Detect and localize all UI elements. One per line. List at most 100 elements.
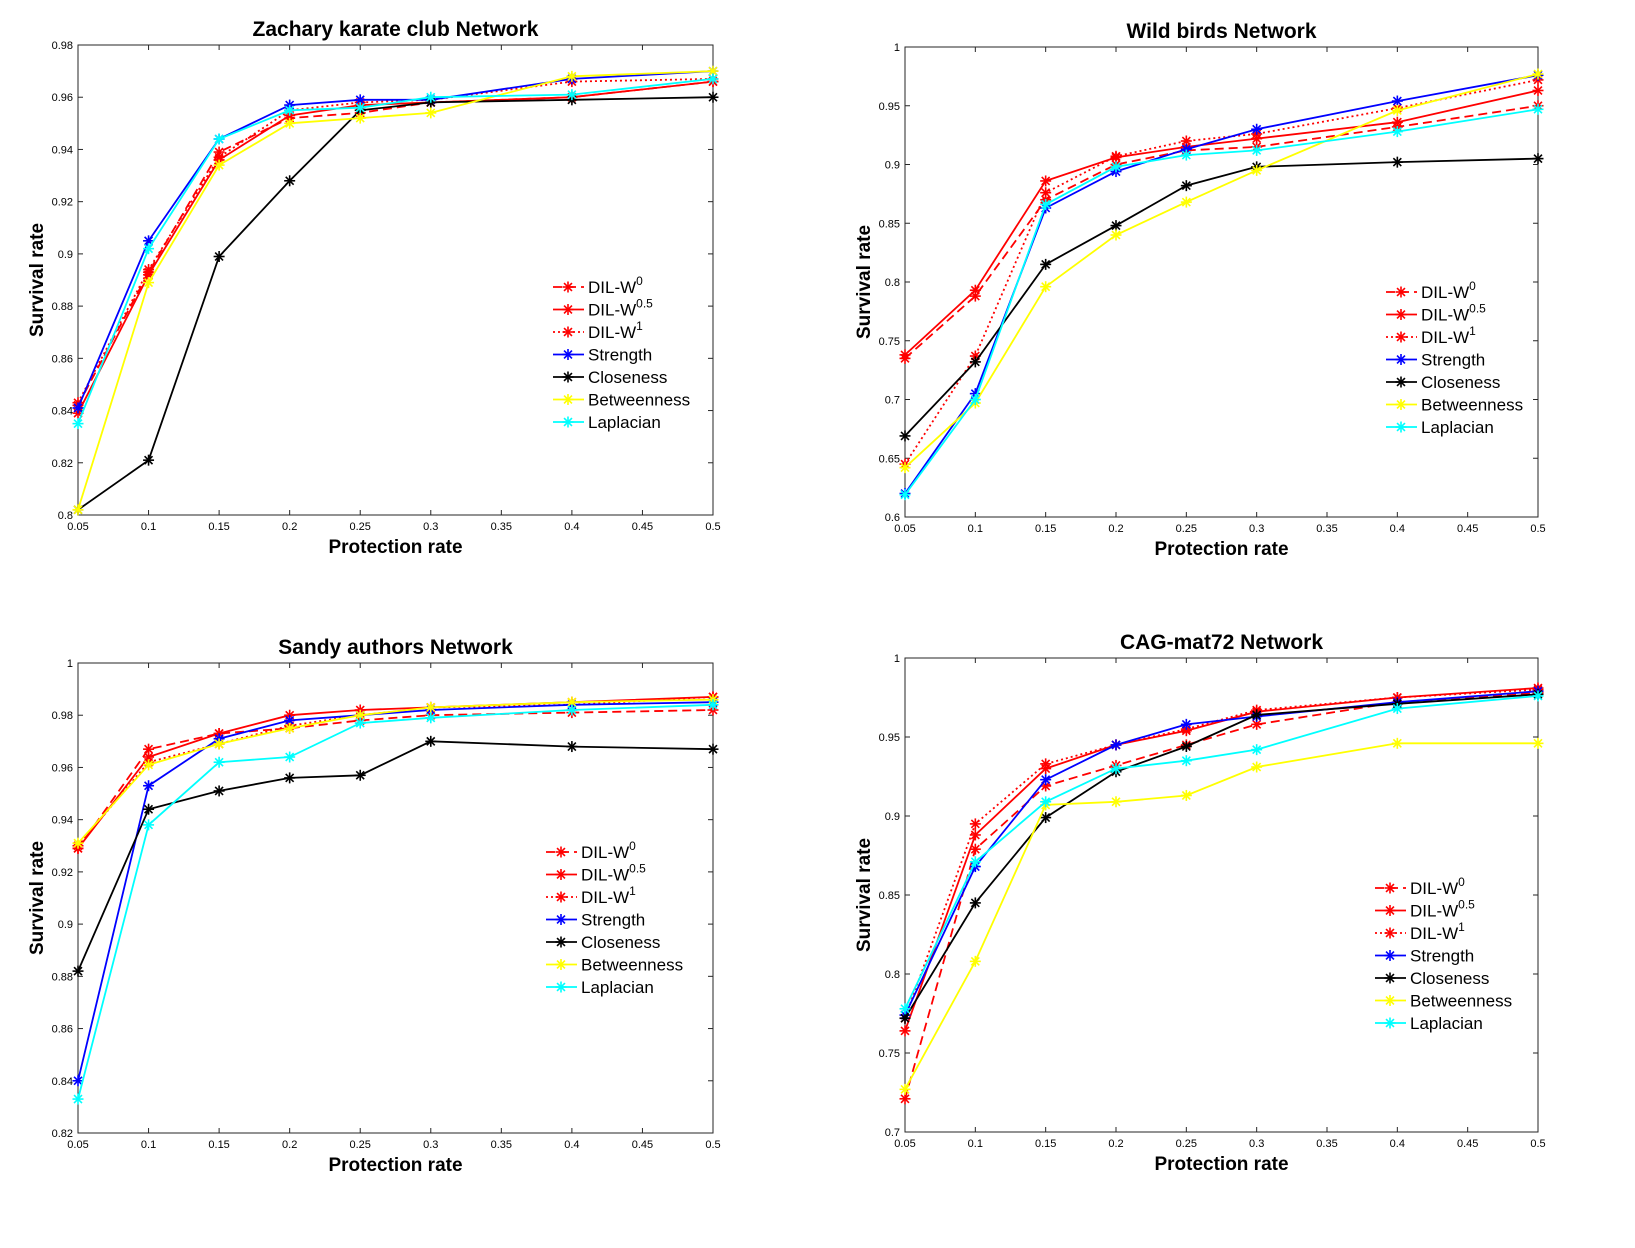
legend-superscript: 0.5 <box>1458 898 1475 912</box>
legend-marker <box>1384 972 1396 984</box>
data-point <box>1532 737 1544 749</box>
y-tick-label: 0.9 <box>885 811 900 823</box>
data-point <box>899 1012 911 1024</box>
x-tick-label: 0.15 <box>1035 1138 1056 1150</box>
data-point <box>969 861 981 873</box>
data-point <box>969 897 981 909</box>
data-point <box>1251 761 1263 773</box>
data-point <box>1040 812 1052 824</box>
data-point <box>1251 709 1263 721</box>
data-point <box>1180 739 1192 751</box>
data-point <box>1391 692 1403 703</box>
data-point <box>1391 698 1403 710</box>
legend-entry: Strength <box>1410 947 1474 966</box>
x-axis-label: Protection rate <box>1154 1154 1288 1175</box>
legend-marker <box>1384 927 1396 939</box>
series-line <box>904 690 1539 1016</box>
data-point <box>969 856 981 868</box>
data-point <box>899 1009 911 1021</box>
data-point <box>1040 774 1052 786</box>
series-dil-w1 <box>899 684 1544 1024</box>
data-point <box>1532 687 1544 699</box>
data-point <box>1040 763 1052 775</box>
data-point <box>1110 766 1122 778</box>
data-point <box>899 1093 911 1105</box>
data-point <box>1110 759 1122 771</box>
data-point <box>969 843 981 855</box>
y-tick-label: 0.7 <box>885 1127 900 1139</box>
data-point <box>1110 739 1122 751</box>
data-point <box>969 818 981 830</box>
y-tick-label: 1 <box>894 653 900 665</box>
legend-entry: DIL-W1 <box>1410 920 1465 943</box>
data-point <box>899 1012 911 1024</box>
legend-superscript: 1 <box>1458 920 1465 934</box>
data-point <box>1391 692 1403 703</box>
x-tick-label: 0.4 <box>1390 1138 1405 1150</box>
data-point <box>1532 690 1544 702</box>
data-point <box>1180 789 1192 801</box>
data-point <box>1110 763 1122 775</box>
legend-label: Laplacian <box>1410 1014 1483 1033</box>
data-point <box>1040 796 1052 808</box>
legend-entry: DIL-W0 <box>1410 875 1465 898</box>
legend-label: DIL-W <box>1410 924 1458 943</box>
series-line <box>904 691 1539 1100</box>
data-point <box>1532 685 1544 697</box>
series-closeness <box>899 688 1544 1024</box>
data-point <box>1110 739 1122 751</box>
legend-superscript: 0 <box>1458 875 1465 889</box>
data-point <box>1391 737 1403 749</box>
data-point <box>1532 688 1544 700</box>
x-tick-label: 0.5 <box>1530 1138 1545 1150</box>
series-line <box>904 687 1539 1032</box>
data-point <box>1110 796 1122 808</box>
data-point <box>1040 780 1052 792</box>
series-betweenness <box>899 737 1544 1095</box>
x-tick-label: 0.1 <box>968 1138 983 1150</box>
legend-entry: Betweenness <box>1410 992 1512 1011</box>
data-point <box>1251 704 1263 716</box>
legend-entry: Laplacian <box>1410 1014 1483 1033</box>
data-point <box>1251 706 1263 718</box>
legend-label: DIL-W <box>1410 902 1458 921</box>
legend-marker <box>1384 995 1396 1006</box>
data-point <box>1391 703 1403 715</box>
legend-label: Strength <box>1410 947 1474 966</box>
series-line <box>904 742 1538 1090</box>
x-tick-label: 0.35 <box>1316 1138 1337 1150</box>
plot-area <box>904 657 1539 1133</box>
data-point <box>1251 718 1263 730</box>
series-strength <box>899 685 1544 1021</box>
y-axis-label: Survival rate <box>854 838 875 952</box>
series-dil-w0 <box>899 687 1544 1105</box>
series-dil-w0-5 <box>899 682 1544 1037</box>
legend-entry: Closeness <box>1410 969 1489 988</box>
data-point <box>969 829 981 841</box>
y-tick-label: 0.75 <box>879 1048 900 1060</box>
data-point <box>1180 755 1192 767</box>
legend-marker <box>1384 905 1396 916</box>
data-point <box>899 1083 911 1095</box>
y-tick-label: 0.8 <box>885 969 900 981</box>
data-point <box>1110 739 1122 751</box>
x-tick-label: 0.45 <box>1457 1138 1478 1150</box>
data-point <box>1180 718 1192 730</box>
y-tick-label: 0.85 <box>879 890 900 902</box>
legend-label: Betweenness <box>1410 992 1512 1011</box>
legend-marker <box>1384 950 1396 961</box>
x-tick-label: 0.3 <box>1249 1138 1264 1150</box>
x-tick-label: 0.05 <box>894 1138 915 1150</box>
data-point <box>1180 740 1192 752</box>
data-point <box>1040 799 1052 811</box>
series-line <box>904 688 1539 1019</box>
legend-entry: DIL-W0.5 <box>1410 898 1475 921</box>
series-line <box>904 695 1539 1010</box>
x-tick-label: 0.25 <box>1176 1138 1197 1150</box>
data-point <box>1532 684 1544 696</box>
legend-label: Closeness <box>1410 969 1489 988</box>
data-point <box>899 1025 911 1037</box>
series-laplacian <box>899 690 1544 1015</box>
